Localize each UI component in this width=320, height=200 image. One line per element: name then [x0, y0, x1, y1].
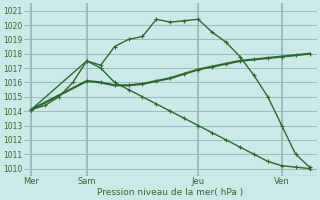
X-axis label: Pression niveau de la mer( hPa ): Pression niveau de la mer( hPa ) — [97, 188, 244, 197]
